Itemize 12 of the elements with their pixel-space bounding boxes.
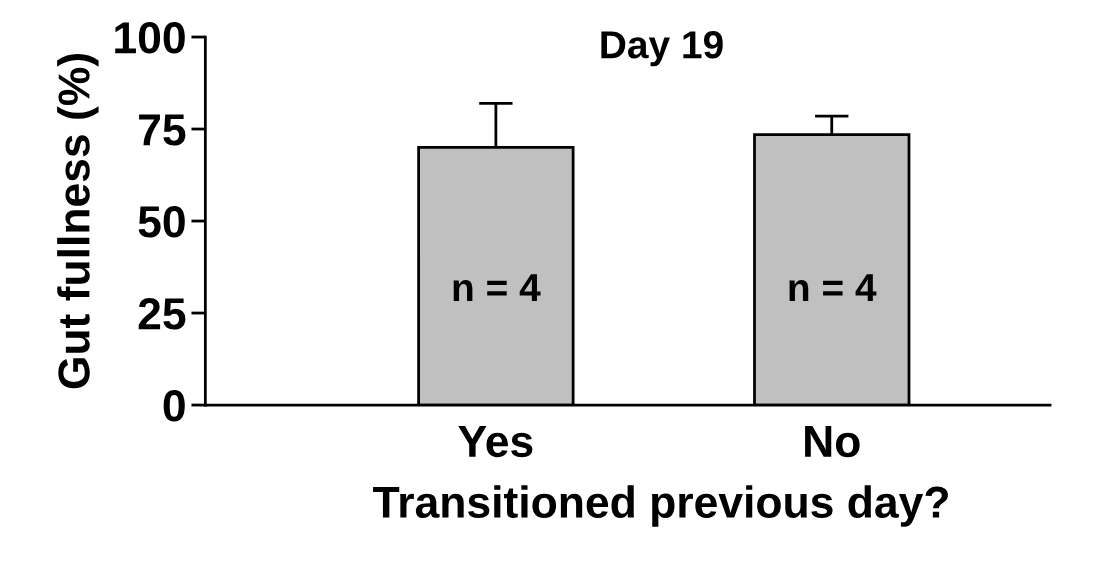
y-axis-title: Gut fullness (%) — [57, 54, 99, 389]
annotation: n = 4 — [453, 274, 541, 302]
y-tick-label: 50 — [138, 206, 185, 238]
chart-title: Day 19 — [601, 30, 723, 67]
y-tick-label: 75 — [139, 114, 186, 146]
x-tick-label: No — [805, 426, 860, 458]
annotation: n = 4 — [789, 274, 877, 302]
y-tick-label: 25 — [138, 298, 186, 330]
y-tick-label: 0 — [163, 390, 185, 422]
x-axis-title: Transitioned previous day? — [373, 485, 948, 527]
x-tick-label: Yes — [458, 426, 533, 458]
y-tick-label: 100 — [115, 22, 185, 54]
